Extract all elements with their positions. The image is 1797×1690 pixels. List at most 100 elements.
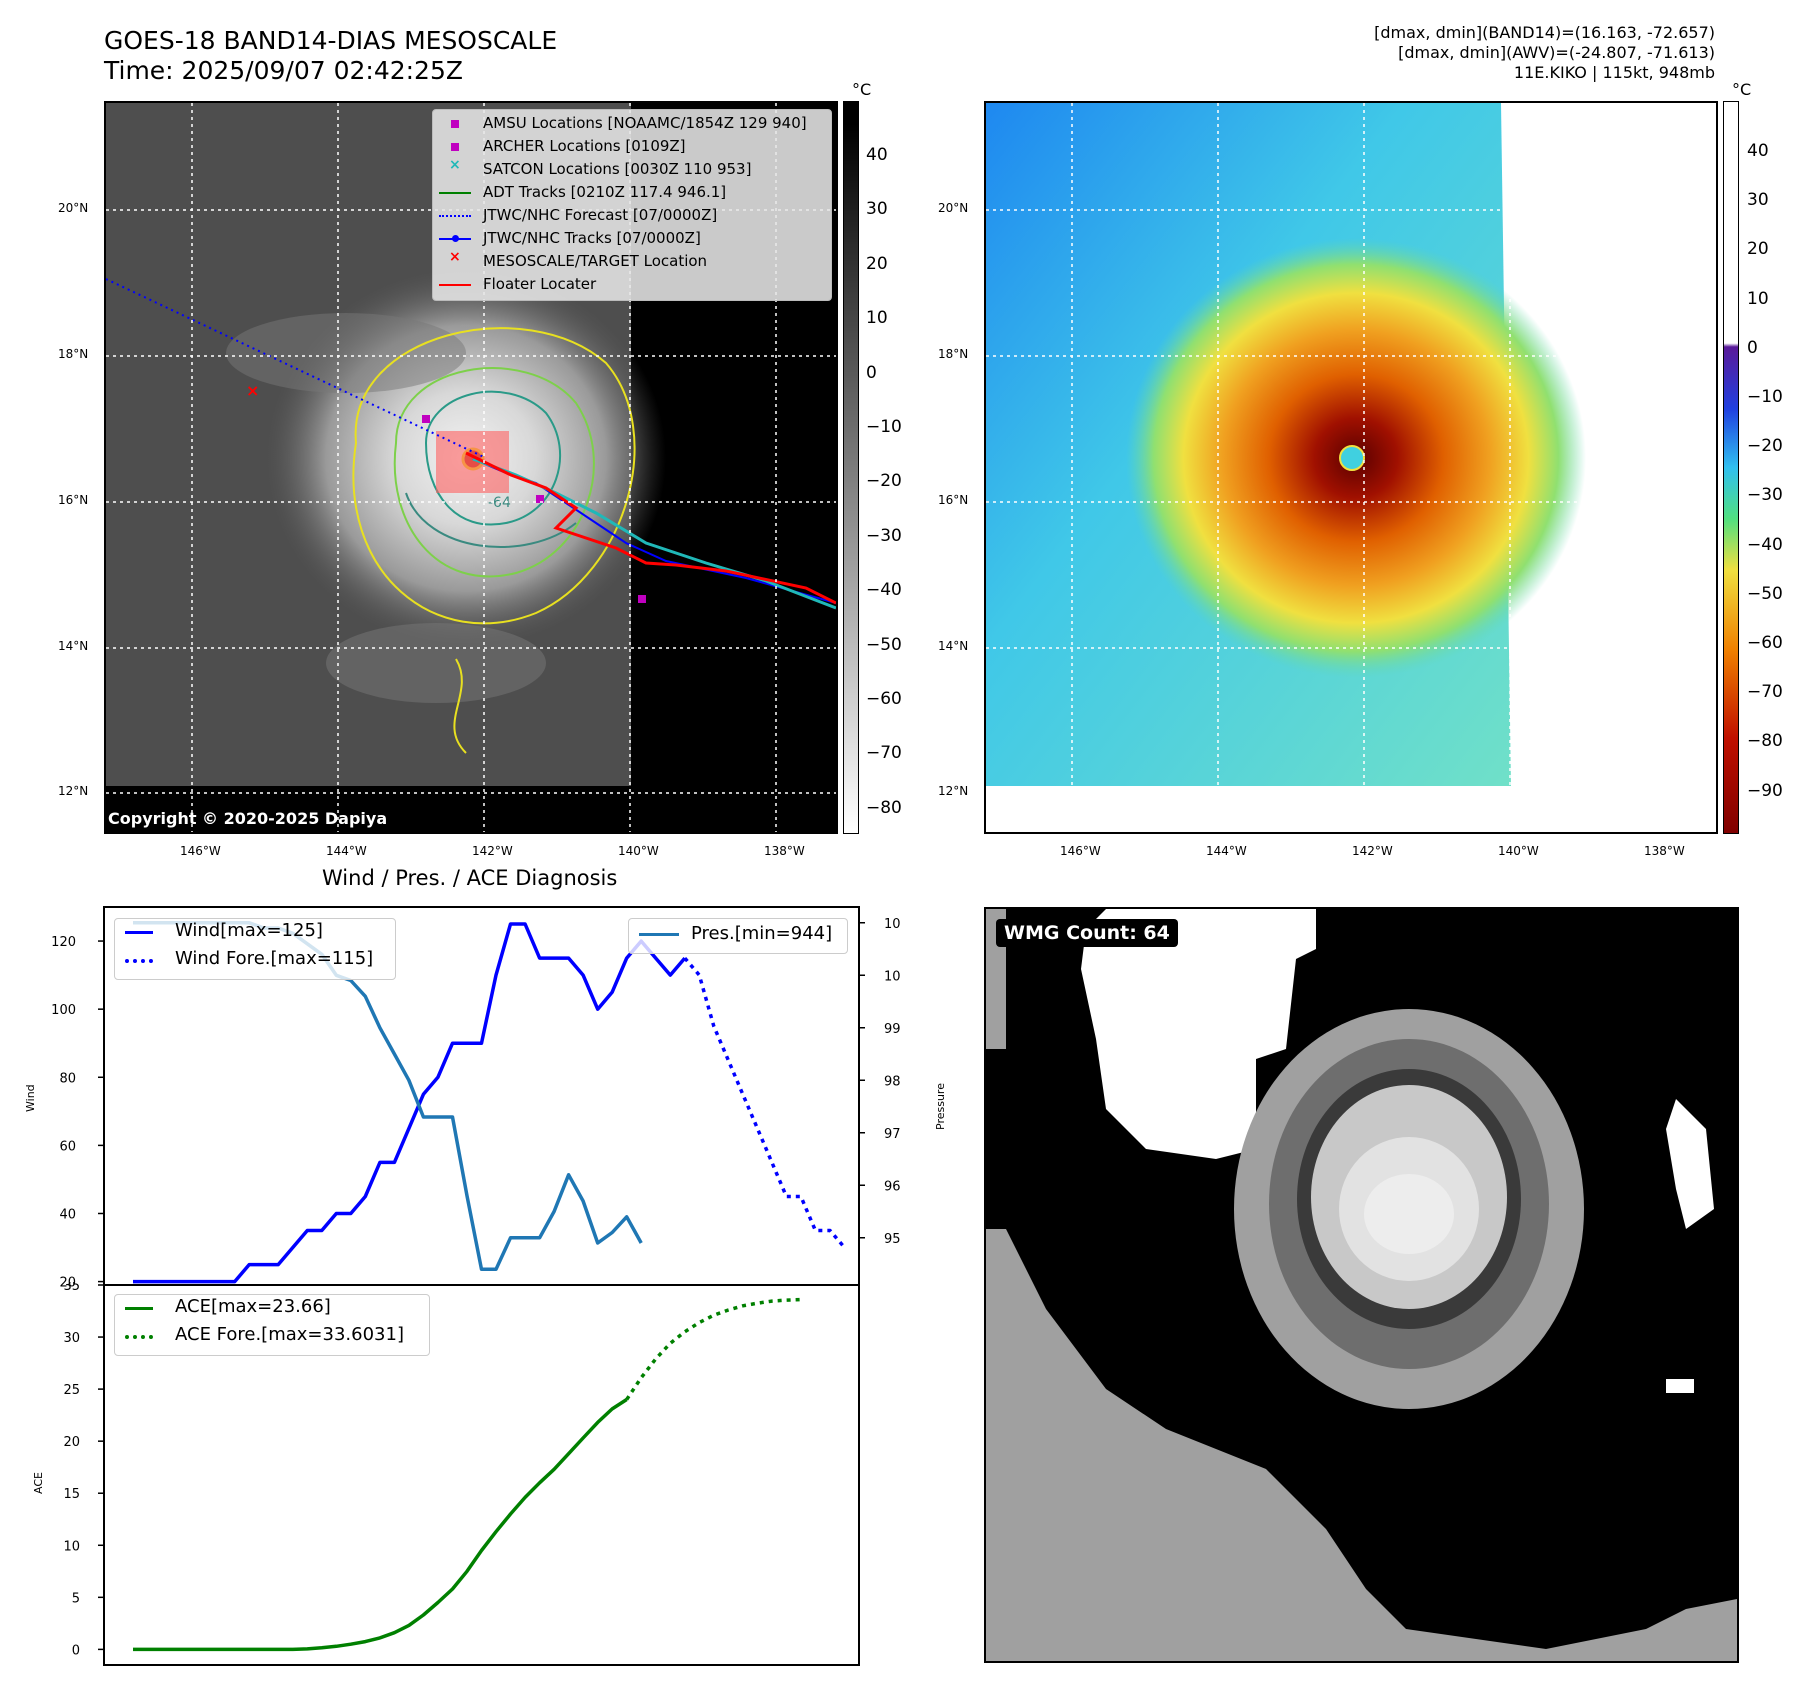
colorbar-tick-label: −10: [1747, 387, 1783, 407]
legend-item-tracks: JTWC/NHC Tracks [07/0000Z]: [433, 229, 831, 251]
ace-y-ticks: 35 30 25 20 15 10 5 0: [63, 1282, 104, 1658]
legend-item-satcon: × SATCON Locations [0030Z 110 953]: [449, 157, 752, 178]
colorbar-tick-label: 40: [1747, 141, 1769, 161]
colorbar-tick-label: −20: [866, 471, 902, 492]
awv-map-image: [986, 103, 1716, 832]
colorbar-tick-label: −50: [866, 634, 902, 655]
ace-tick-label: 5: [72, 1591, 80, 1606]
lat-label: 12°N: [938, 784, 969, 798]
lat-label: 20°N: [58, 201, 89, 215]
colorbar-tick-label: −30: [866, 525, 902, 546]
legend-wind: Wind[max=125]: [175, 920, 323, 941]
legend-item-floater: Floater Locater: [433, 275, 831, 297]
legend-line-icon: [639, 933, 679, 936]
colorbar-tick-label: −20: [1747, 436, 1783, 457]
ace-tick-label: 35: [63, 1282, 80, 1294]
awv-eye: [1339, 445, 1365, 471]
wind-y-ticks: 120 100 80 60 40 20: [51, 935, 104, 1290]
colorbar-tick-label: −80: [1747, 731, 1783, 752]
colorbar-right: [1723, 101, 1739, 834]
colorbar-tick-label: −10: [866, 417, 902, 437]
legend-item-amsu: AMSU Locations [NOAAMC/1854Z 129 940]: [433, 114, 831, 136]
colorbar-tick-label: 10: [866, 308, 888, 329]
ace-series-line-0: [133, 1398, 628, 1652]
legend-x-icon: ×: [449, 157, 461, 173]
ace-tick-label: 25: [63, 1383, 80, 1398]
legend-item-adt: ADT Tracks [0210Z 117.4 946.1]: [433, 183, 831, 205]
lon-label: 138°W: [1644, 844, 1685, 858]
figure-time: Time: 2025/09/07 02:42:25Z: [104, 56, 463, 85]
legend-dotted-line-icon: [125, 1335, 153, 1339]
lon-label: 140°W: [618, 844, 659, 858]
legend-square-icon: [451, 120, 459, 128]
pressure-tick-label: 960: [884, 1179, 900, 1194]
colorbar-tick-label: 0: [1747, 337, 1758, 358]
pressure-tick-label: 950: [884, 1232, 900, 1247]
ir-map-panel: -64 × Copyright © 2020-2025 Dapiya AMSU …: [104, 101, 838, 834]
ace-legend: ACE[max=23.66] ACE Fore.[max=33.6031]: [114, 1294, 430, 1356]
ace-series-group: [133, 1297, 801, 1652]
ace-series-line-1: [625, 1297, 801, 1401]
mesoscale-box: [436, 431, 509, 493]
floater-track: [465, 451, 836, 605]
colorbar-unit-right: °C: [1732, 80, 1752, 99]
colorbar-tick-label: 40: [866, 145, 888, 165]
series-line-1: [683, 956, 846, 1249]
wmg-panel: WMG Count: 64: [984, 907, 1739, 1663]
colorbar-tick-label: 20: [1747, 239, 1769, 260]
lon-label: 142°W: [1352, 844, 1393, 858]
colorbar-left: [843, 101, 859, 834]
lon-label: 142°W: [472, 844, 513, 858]
colorbar-tick-label: −60: [1747, 633, 1783, 653]
contour-yellow: [352, 327, 636, 625]
colorbar-tick-label: −80: [866, 797, 902, 818]
ace-tick-label: 15: [63, 1487, 80, 1502]
lat-label: 14°N: [58, 639, 89, 653]
legend-square-icon: [451, 143, 459, 151]
figure-title: GOES-18 BAND14-DIAS MESOSCALE: [104, 26, 558, 55]
legend-pressure: Pres.[min=944]: [691, 923, 833, 944]
legend-line-icon: [125, 1307, 153, 1310]
legend-line-icon: [125, 931, 153, 934]
colorbar-tick-label: −40: [1747, 534, 1783, 555]
lat-label: 12°N: [58, 784, 89, 798]
wind-tick-label: 40: [59, 1207, 76, 1222]
info-band14-range: [dmax, dmin](BAND14)=(16.163, -72.657): [1374, 23, 1715, 42]
legend-wind-forecast: Wind Fore.[max=115]: [175, 948, 374, 969]
pressure-tick-label: 1000: [884, 969, 900, 984]
ace-tick-label: 20: [63, 1435, 80, 1450]
legend-item-target: × MESOSCALE/TARGET Location: [449, 249, 708, 270]
wind-tick-label: 80: [59, 1071, 76, 1086]
lat-label: 20°N: [938, 201, 969, 215]
wmg-gray-region: [986, 1229, 1737, 1661]
info-storm: 11E.KIKO | 115kt, 948mb: [1513, 63, 1715, 82]
map-gridlines: [986, 103, 1716, 832]
lat-label: 18°N: [938, 347, 969, 361]
colorbar-tick-label: −40: [866, 580, 902, 601]
colorbar-tick-label: −60: [866, 689, 902, 709]
wind-tick-label: 20: [59, 1276, 76, 1290]
colorbar-tick-label: −70: [866, 743, 902, 764]
pressure-legend: Pres.[min=944]: [628, 918, 848, 954]
ace-tick-label: 0: [72, 1643, 80, 1658]
colorbar-tick-label: 10: [1747, 288, 1769, 309]
legend-ace-forecast: ACE Fore.[max=33.6031]: [175, 1324, 404, 1345]
wmg-white-region: [1081, 909, 1316, 1159]
legend-dotted-line-icon: [125, 959, 153, 963]
forecast-track: [106, 278, 487, 459]
lon-label: 138°W: [764, 844, 805, 858]
target-marker: ×: [246, 381, 259, 400]
pressure-tick-label: 980: [884, 1074, 900, 1089]
lon-label: 146°W: [180, 844, 221, 858]
colorbar-tick-label: −90: [1747, 780, 1783, 801]
colorbar-tick-label: 20: [866, 253, 888, 274]
wind-legend: Wind[max=125] Wind Fore.[max=115]: [114, 918, 396, 980]
contour-label: -64: [488, 495, 511, 511]
lat-label: 14°N: [938, 639, 969, 653]
ace-tick-label: 30: [63, 1331, 80, 1346]
colorbar-tick-label: −70: [1747, 682, 1783, 703]
awv-map-panel: [984, 101, 1718, 834]
pressure-tick-label: 970: [884, 1127, 900, 1142]
